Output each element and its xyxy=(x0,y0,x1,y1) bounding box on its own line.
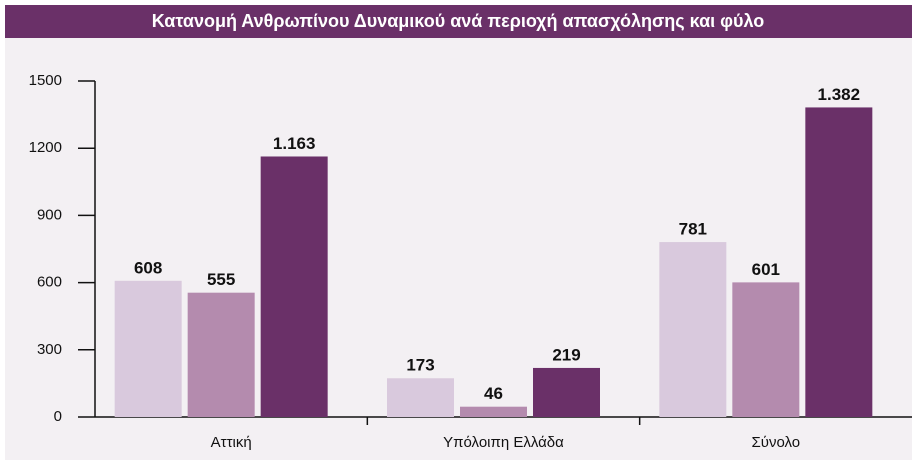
x-tick-label: Σύνολο xyxy=(752,434,801,451)
value-label: 781 xyxy=(679,220,707,239)
y-tick-label: 600 xyxy=(37,274,62,291)
value-label: 608 xyxy=(134,258,162,277)
value-label: 601 xyxy=(752,260,780,279)
title-bar xyxy=(5,5,912,38)
value-label: 173 xyxy=(406,356,434,375)
bar xyxy=(533,367,600,417)
chart-title: Κατανομή Ανθρωπίνου Δυναμικού ανά περιοχ… xyxy=(152,11,765,31)
bar xyxy=(187,292,255,417)
value-label: 555 xyxy=(207,270,235,289)
y-tick-label: 300 xyxy=(37,341,62,358)
value-label: 1.163 xyxy=(273,134,316,153)
y-tick-label: 1200 xyxy=(29,139,62,156)
bar xyxy=(732,282,800,417)
x-tick-label: Υπόλοιπη Ελλάδα xyxy=(443,434,564,451)
y-tick-label: 1500 xyxy=(29,72,62,89)
bar xyxy=(260,156,328,417)
value-label: 1.382 xyxy=(818,85,861,104)
bar xyxy=(114,280,182,417)
value-label: 46 xyxy=(484,384,503,403)
bar xyxy=(387,378,454,417)
bar xyxy=(460,406,527,417)
y-tick-label: 0 xyxy=(54,408,62,425)
bar xyxy=(659,242,727,417)
value-label: 219 xyxy=(552,345,580,364)
bar xyxy=(805,107,873,417)
y-tick-label: 900 xyxy=(37,206,62,223)
x-tick-label: Αττική xyxy=(211,434,252,451)
